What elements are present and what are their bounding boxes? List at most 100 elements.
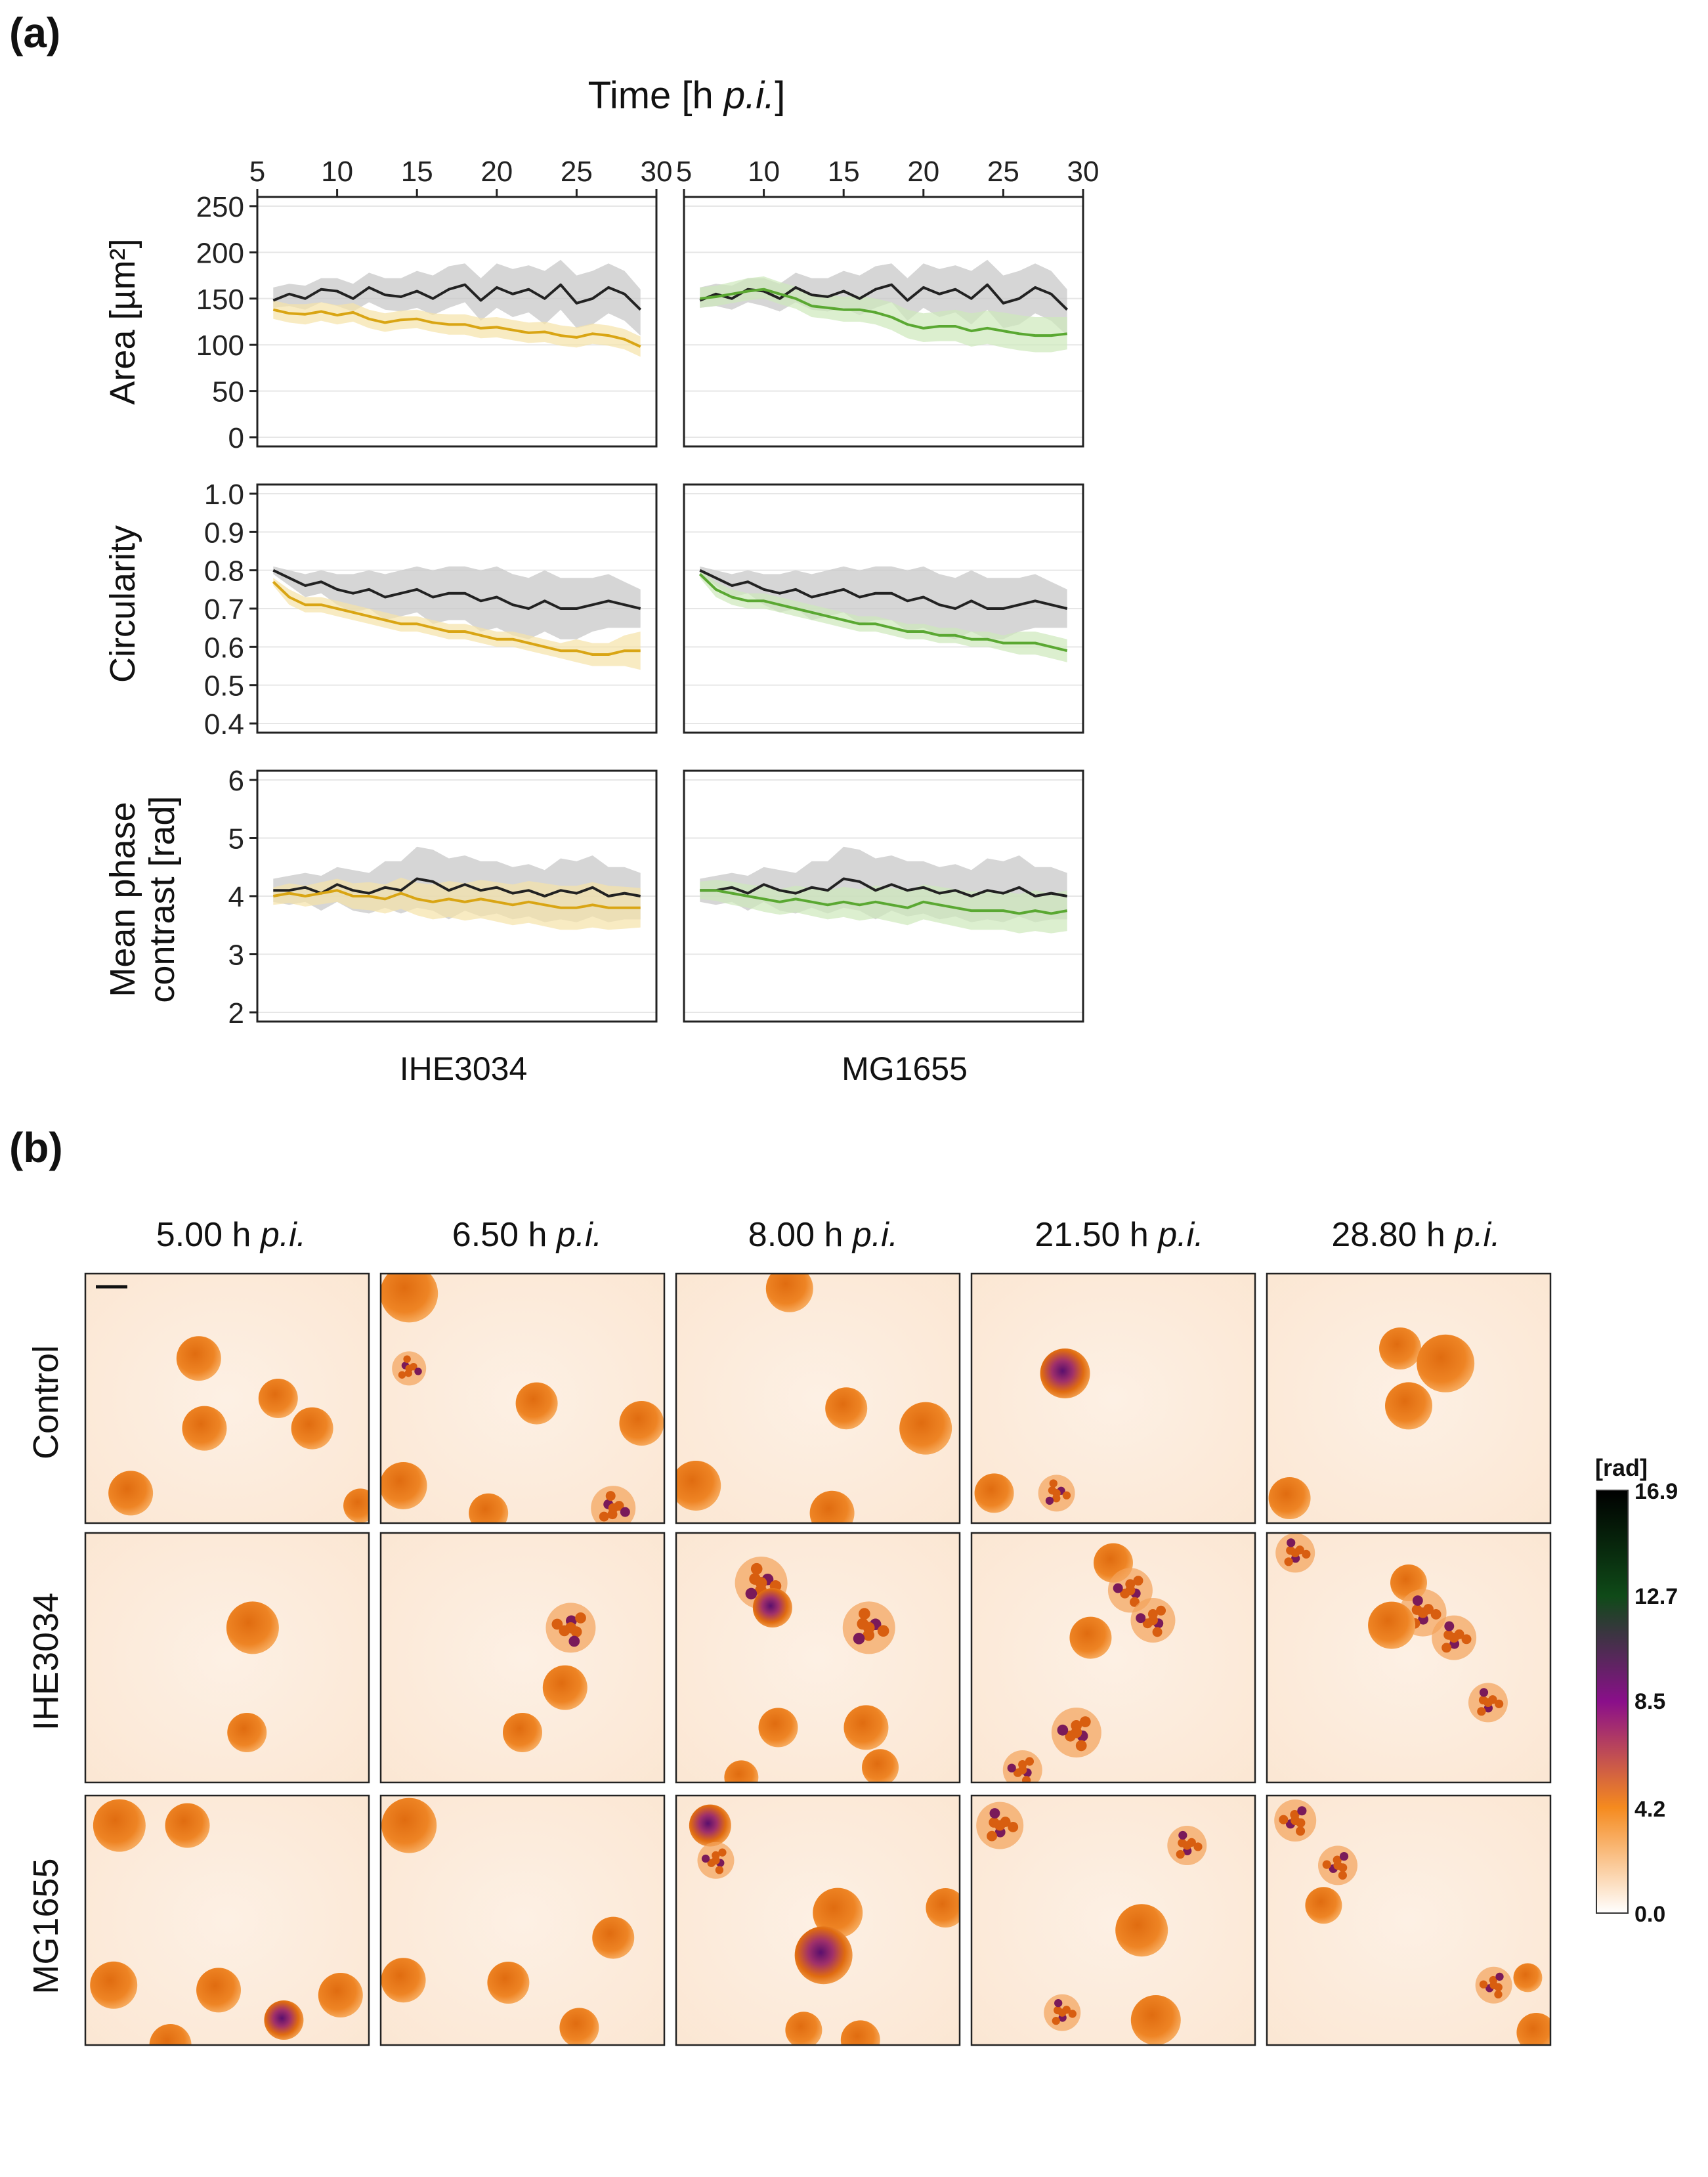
micrograph-tile — [1266, 1272, 1552, 1524]
cell — [785, 2012, 822, 2045]
micrograph-tile — [675, 1532, 961, 1784]
tile-background — [85, 1533, 369, 1782]
y-tick-label: 6 — [228, 765, 244, 797]
x-tick-label: 15 — [401, 156, 433, 188]
time-axis-title-italic: p.i. — [723, 74, 775, 117]
cell — [503, 1713, 542, 1752]
series-line — [699, 569, 1068, 610]
cell-speckle — [1297, 1806, 1307, 1816]
tile-cells — [108, 1336, 369, 1523]
cell — [515, 1382, 558, 1425]
micrograph-grid — [84, 1272, 1552, 2046]
cell — [182, 1406, 227, 1451]
series-line — [273, 877, 641, 897]
cell-speckle — [1025, 1757, 1035, 1766]
cell-speckle — [1120, 1588, 1130, 1599]
tile-frame — [379, 1532, 666, 1784]
cell-speckle — [1478, 1695, 1488, 1705]
plot-phase-ihe3034: 2 3 4 5 6 — [228, 765, 658, 1029]
micrograph-tile — [379, 1532, 666, 1784]
tile-frame — [970, 1794, 1256, 2046]
cell-speckle — [1479, 1980, 1488, 1989]
time-axis-title-prefix: Time [h — [588, 74, 724, 117]
series-line — [700, 288, 1067, 337]
cell-speckle — [551, 1618, 563, 1630]
series-line — [272, 889, 641, 909]
tile-cells — [90, 1799, 363, 2045]
tile-frame — [675, 1272, 961, 1524]
confidence-band — [273, 566, 641, 639]
micrograph-tile — [84, 1272, 370, 1524]
cell-speckle — [1411, 1605, 1422, 1615]
cell — [90, 1961, 138, 2009]
cell — [343, 1488, 369, 1523]
series-line — [700, 889, 1068, 915]
cell — [1385, 1382, 1432, 1430]
cell — [724, 1760, 759, 1782]
cell-speckle — [1322, 1860, 1331, 1869]
cell — [542, 1665, 587, 1710]
micrograph-tile — [379, 1272, 666, 1524]
cell-speckle — [1045, 1496, 1054, 1505]
cell — [758, 1708, 798, 1748]
row-label-mg1655: MG1655 — [26, 1858, 66, 1994]
cell — [1130, 1995, 1181, 2045]
cell — [469, 1493, 509, 1523]
cell — [619, 1401, 664, 1446]
cell-speckle — [1461, 1634, 1472, 1645]
cell — [559, 2008, 599, 2045]
x-tick-label: 10 — [748, 156, 780, 188]
cell-speckle — [1007, 1763, 1016, 1773]
y-label-phase-line2: contrast [rad] — [142, 796, 182, 1002]
cell — [227, 1713, 267, 1752]
cell-speckle — [989, 1817, 1000, 1828]
cell-speckle — [1049, 1479, 1057, 1488]
cell-speckle — [989, 1808, 1000, 1819]
time-label-5: 28.80 h p.i. — [1331, 1216, 1500, 1254]
cell — [765, 1274, 813, 1312]
cell-speckle — [1057, 1724, 1069, 1736]
cell-speckle — [863, 1629, 875, 1641]
y-tick-label: 0.8 — [204, 555, 244, 588]
cell-speckle — [1287, 1538, 1296, 1547]
cell — [291, 1407, 333, 1450]
cell-speckle — [1302, 1549, 1311, 1559]
cell-speckle — [414, 1368, 422, 1375]
cell-speckle — [745, 1587, 758, 1600]
colorbar-ticks: 16.9 12.7 8.5 4.2 0.0 — [1634, 1479, 1678, 1927]
cell — [1368, 1601, 1416, 1649]
y-tick-label: 2 — [228, 997, 244, 1029]
cell-speckle — [1495, 1972, 1504, 1981]
colorbar-gradient — [1596, 1490, 1629, 1914]
panel-a-label: (a) — [9, 9, 60, 56]
cell — [108, 1471, 154, 1516]
time-axis-title: Time [h p.i.] — [588, 74, 786, 117]
cell-speckle — [859, 1608, 870, 1620]
cell-speckle — [1054, 2006, 1062, 2015]
cell-speckle — [1054, 1998, 1063, 2008]
time-label-1: 5.00 h p.i. — [156, 1216, 306, 1254]
micrograph-tile — [675, 1272, 961, 1524]
series-line — [272, 283, 642, 311]
micrograph-tile — [970, 1794, 1256, 2046]
tile-frame — [1266, 1272, 1552, 1524]
tile-cells — [226, 1601, 279, 1752]
tile-cells — [1275, 1533, 1508, 1723]
tile-frame — [1266, 1794, 1552, 2046]
cell-speckle — [701, 1854, 710, 1863]
cell — [974, 1473, 1014, 1513]
series-line — [272, 308, 641, 348]
cell-speckle — [1477, 1707, 1486, 1716]
cell-speckle — [599, 1511, 609, 1522]
cell — [226, 1601, 279, 1654]
cell-speckle — [1075, 1740, 1087, 1752]
tile-frame — [379, 1794, 666, 2046]
cell-speckle — [570, 1626, 582, 1637]
cell-speckle — [1495, 1699, 1504, 1708]
y-tick-label: 4 — [228, 881, 244, 913]
micrograph-tile — [1266, 1532, 1552, 1784]
micrograph-tile — [970, 1272, 1256, 1524]
cell-speckle — [1279, 1815, 1289, 1824]
